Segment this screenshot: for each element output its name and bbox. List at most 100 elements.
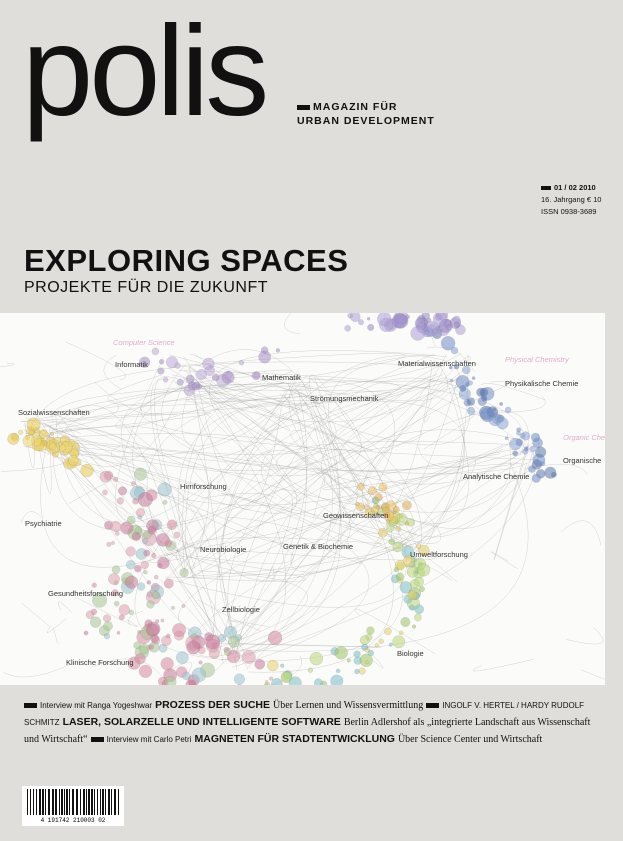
map-line (444, 377, 536, 457)
map-bubble (516, 427, 522, 433)
map-bubble (494, 414, 503, 423)
map-label: Mathematik (262, 373, 301, 382)
map-bubble (453, 321, 461, 328)
barcode-bar (27, 789, 28, 815)
map-line (154, 376, 196, 569)
map-label: Analytische Chemie (463, 472, 529, 481)
map-line (214, 378, 395, 672)
map-line (220, 372, 342, 661)
map-bubble (378, 527, 388, 538)
map-line (178, 449, 504, 637)
teaser-title: LASER, SOLARZELLE UND INTELLIGENTE SOFTW… (62, 716, 341, 728)
barcode-bar (88, 789, 90, 815)
map-bubble (410, 579, 420, 589)
map-bubble (344, 325, 351, 332)
map-bubble (392, 541, 404, 553)
map-bubble (205, 634, 221, 650)
map-line (212, 393, 308, 648)
barcode-bar (105, 789, 106, 815)
map-line (219, 377, 445, 656)
map-line (181, 369, 465, 423)
map-line (472, 659, 534, 672)
map-bubble (405, 521, 410, 526)
map-bubble (149, 644, 155, 650)
map-bubble (146, 580, 151, 585)
barcode-bar (86, 789, 87, 815)
map-line (282, 528, 363, 564)
map-label: Organische (563, 456, 601, 465)
map-bubble (519, 432, 526, 439)
map-bubble (530, 432, 541, 442)
map-bubble (142, 538, 148, 544)
map-bubble (150, 634, 159, 643)
map-line (42, 404, 186, 578)
barcode-bar (91, 789, 93, 815)
map-bubble (360, 635, 370, 645)
teaser-marker (90, 737, 104, 743)
issue-issn: ISSN 0938-3689 (541, 207, 597, 216)
map-bubble (509, 437, 522, 451)
teaser-title: MAGNETEN FÜR STADTENTWICKLUNG (194, 733, 395, 745)
barcode-bars (27, 789, 119, 815)
map-line (3, 663, 72, 678)
map-line (54, 444, 535, 474)
map-line (354, 608, 436, 655)
map-line (214, 457, 476, 646)
map-line (174, 381, 533, 485)
map-bubble (147, 526, 157, 535)
map-bubble (166, 356, 178, 369)
map-label: Computer Science (113, 338, 175, 347)
map-bubble (418, 586, 425, 592)
map-bubble (398, 324, 402, 328)
map-line (191, 451, 533, 577)
map-line (94, 382, 160, 415)
map-line (173, 385, 466, 571)
map-line (234, 449, 272, 472)
map-bubble (414, 613, 422, 622)
map-bubble (288, 676, 302, 685)
map-line (279, 393, 441, 544)
map-bubble (162, 499, 168, 505)
map-line (227, 353, 462, 662)
map-bubble (162, 376, 169, 383)
map-line (52, 399, 119, 431)
map-bubble (137, 582, 146, 591)
map-bubble (411, 624, 417, 629)
map-bubble (476, 387, 486, 397)
map-line (213, 450, 382, 637)
map-bubble (384, 627, 392, 636)
map-line (192, 391, 397, 552)
barcode-bar (36, 789, 37, 815)
map-bubble (395, 572, 404, 581)
map-bubble (393, 506, 400, 513)
barcode-bar (59, 789, 60, 815)
map-line (268, 566, 275, 582)
map-bubble (504, 436, 509, 440)
map-bubble (208, 648, 220, 659)
map-bubble (138, 664, 153, 678)
map-labels: Computer Science Informatik Mathematik Mate… (18, 338, 605, 667)
map-bubble (62, 449, 69, 456)
map-bubble (365, 660, 369, 665)
map-line (59, 385, 314, 435)
map-bubble (39, 430, 49, 439)
teaser-marker (24, 703, 37, 709)
map-line (347, 429, 422, 453)
map-line (140, 404, 178, 415)
map-bubble (258, 350, 272, 364)
map-bubble (366, 317, 371, 321)
barcode-digits: 4 191742 210003 02 (41, 817, 106, 824)
map-line (193, 368, 527, 530)
barcode-bar (111, 789, 112, 815)
map-bubble (111, 541, 115, 545)
map-line (233, 368, 444, 648)
map-line (57, 423, 248, 668)
map-bubble (388, 538, 396, 545)
map-bubble (418, 545, 430, 557)
map-bubble (112, 476, 118, 482)
map-line (49, 428, 224, 664)
map-line (53, 627, 58, 644)
map-line (581, 669, 605, 680)
map-line (46, 618, 67, 633)
map-bubble (242, 650, 256, 664)
